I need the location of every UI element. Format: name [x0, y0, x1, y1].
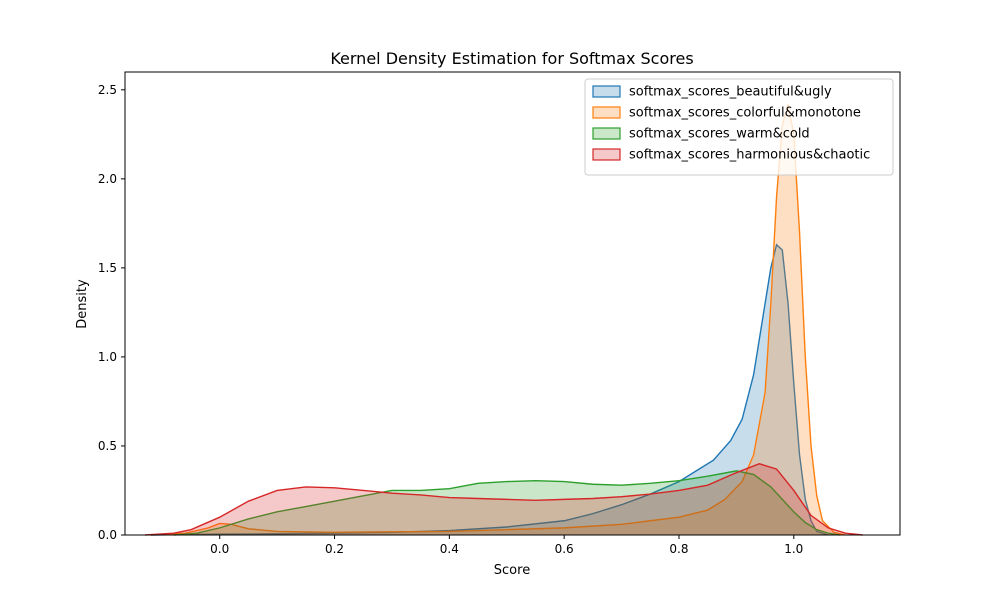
legend-label-softmax-scores-warm-cold: softmax_scores_warm&cold — [629, 127, 810, 142]
series-layer — [145, 103, 863, 536]
legend-swatch-softmax-scores-warm-cold — [592, 127, 621, 140]
legend-label-softmax-scores-harmonious-chaotic: softmax_scores_harmonious&chaotic — [629, 148, 870, 163]
x-tick-label: 0.0 — [210, 542, 229, 556]
legend-swatch-softmax-scores-harmonious-chaotic — [592, 148, 621, 161]
x-tick-label: 1.0 — [784, 542, 803, 556]
series-line-softmax-scores-harmonious-chaotic — [145, 463, 863, 536]
y-tick-label: 0.5 — [98, 439, 117, 453]
x-axis-label: Score — [494, 563, 530, 578]
x-tick-label: 0.4 — [440, 542, 459, 556]
y-axis: 0.0 0.5 1.0 1.5 2.0 2.5 — [98, 83, 125, 542]
x-tick-label: 0.6 — [555, 542, 574, 556]
series-line-softmax-scores-warm-cold — [173, 470, 840, 536]
plot-frame — [124, 71, 901, 536]
legend-swatch-softmax-scores-beautiful-ugly — [592, 85, 621, 98]
legend-label-softmax-scores-colorful-monotone: softmax_scores_colorful&monotone — [629, 106, 861, 121]
legend-swatch-softmax-scores-colorful-monotone — [592, 106, 621, 119]
series-area-softmax-scores-warm-cold — [173, 470, 840, 535]
legend-label-softmax-scores-beautiful-ugly: softmax_scores_beautiful&ugly — [629, 85, 832, 100]
x-tick-label: 0.2 — [325, 542, 344, 556]
series-line-softmax-scores-colorful-monotone — [150, 103, 846, 536]
x-axis: 0.0 0.2 0.4 0.6 0.8 1.0 — [210, 535, 803, 556]
series-area-softmax-scores-beautiful-ugly — [150, 244, 829, 536]
x-tick-label: 0.8 — [669, 542, 688, 556]
y-tick-label: 2.0 — [98, 172, 117, 186]
y-tick-label: 0.0 — [98, 528, 117, 542]
y-tick-label: 2.5 — [98, 83, 117, 97]
y-tick-label: 1.0 — [98, 350, 117, 364]
chart-title: Kernel Density Estimation for Softmax Sc… — [330, 49, 693, 68]
y-tick-label: 1.5 — [98, 261, 117, 275]
y-axis-label: Density — [75, 279, 90, 329]
legend: softmax_scores_beautiful&ugly softmax_sco… — [584, 78, 894, 176]
legend-box — [584, 78, 894, 176]
